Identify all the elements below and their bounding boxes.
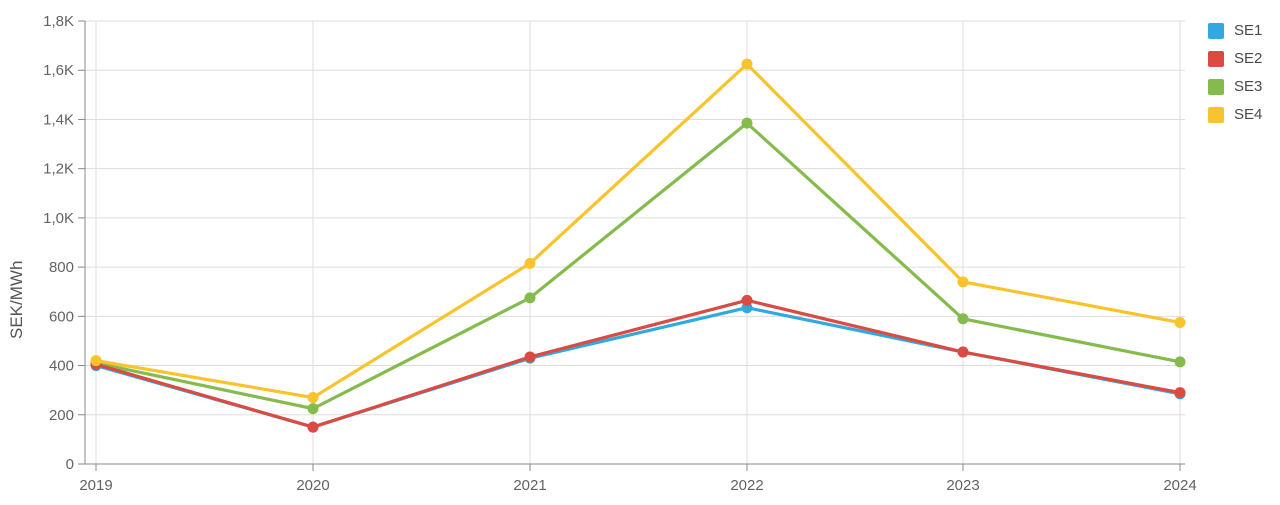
data-point-SE3-2024 [1174,356,1186,368]
y-tick-label: 1,4K [43,111,74,128]
series-line-SE1 [94,306,1182,429]
data-point-SE4-2019 [90,355,102,367]
y-tick-label: 1,6K [43,62,74,79]
x-tick-label: 2023 [946,477,979,494]
legend-label: SE2 [1234,50,1263,67]
legend-label: SE3 [1234,78,1263,95]
legend-swatch-SE3 [1208,78,1224,95]
series-line-SE2 [94,298,1182,429]
x-tick-label: 2019 [79,477,112,494]
y-tick-label: 1,0K [43,210,74,227]
data-point-SE4-2023 [957,276,969,288]
legend-label: SE4 [1234,106,1263,123]
y-tick-label: 800 [49,259,74,276]
y-tick-label: 0 [66,456,74,473]
data-point-SE4-2024 [1174,316,1186,328]
data-point-SE2-2024 [1174,387,1186,399]
legend-item-SE4[interactable]: SE4 [1208,106,1262,123]
y-tick-label: 600 [49,308,74,325]
data-point-SE2-2023 [957,346,969,358]
grid-layer [85,20,1185,464]
data-point-SE2-2020 [307,421,319,433]
data-point-SE4-2021 [524,257,536,269]
legend-swatch-SE1 [1208,22,1224,39]
data-point-SE4-2020 [307,392,319,404]
data-point-SE3-2022 [741,117,753,129]
legend-swatch-SE2 [1208,50,1224,67]
series-line-SE3 [94,121,1182,411]
x-tick-label: 2021 [513,477,546,494]
data-point-SE2-2021 [524,351,536,363]
legend-item-SE1[interactable]: SE1 [1208,22,1262,39]
legend-item-SE3[interactable]: SE3 [1208,78,1262,95]
data-point-SE4-2022 [741,58,753,70]
series-line-SE4 [94,62,1182,400]
legend-item-SE2[interactable]: SE2 [1208,50,1262,67]
y-tick-label: 400 [49,358,74,375]
data-point-SE3-2023 [957,313,969,325]
y-tick-label: 200 [49,407,74,424]
axis-layer: 0 200 400 600 800 1,0K 1,2K 1,4K 1,6K 1,8K 2019 202… [43,13,1197,494]
y-tick-label: 1,8K [43,13,74,30]
x-tick-label: 2020 [296,477,329,494]
data-point-SE3-2020 [307,403,319,415]
y-tick-label: 1,2K [43,161,74,178]
series-layer [90,58,1186,433]
x-tick-label: 2024 [1163,477,1196,494]
y-axis-title: SEK/MWh [7,261,26,339]
x-tick-label: 2022 [730,477,763,494]
legend-swatch-SE4 [1208,106,1224,123]
data-point-SE2-2022 [741,294,753,306]
legend-label: SE1 [1234,22,1263,39]
chart-legend: SE1 SE2 SE3 SE4 [1208,22,1262,123]
data-point-SE3-2021 [524,292,536,304]
